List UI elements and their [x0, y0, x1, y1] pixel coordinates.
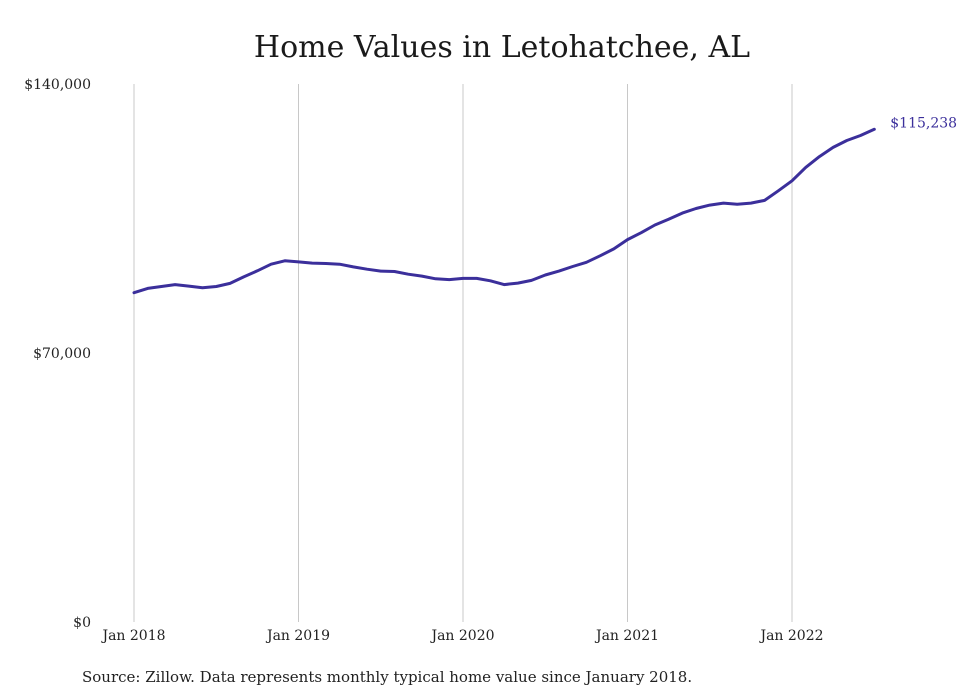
y-tick-label: $70,000 — [33, 346, 91, 362]
x-tick-label: Jan 2021 — [594, 628, 659, 644]
series-layer: $115,238 — [132, 115, 957, 295]
y-axis-ticks: $140,000 $70,000 $0 — [24, 77, 91, 631]
source-note: Source: Zillow. Data represents monthly … — [82, 668, 693, 686]
series-line — [132, 127, 876, 295]
x-tick-label: Jan 2019 — [265, 628, 330, 644]
x-tick-label: Jan 2022 — [758, 628, 823, 644]
x-tick-label: Jan 2018 — [100, 628, 165, 644]
gridlines — [133, 84, 793, 622]
end-value-label: $115,238 — [890, 115, 957, 131]
y-tick-label: $0 — [73, 615, 91, 631]
chart-title: Home Values in Letohatchee, AL — [253, 30, 751, 65]
x-axis-ticks: Jan 2018 Jan 2019 Jan 2020 Jan 2021 Jan 2022 — [100, 628, 823, 644]
y-tick-label: $140,000 — [24, 77, 91, 93]
x-tick-label: Jan 2020 — [429, 628, 494, 644]
